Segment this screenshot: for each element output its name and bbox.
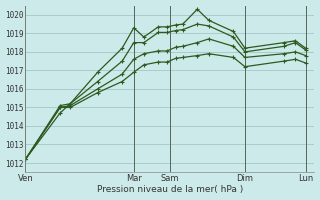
X-axis label: Pression niveau de la mer( hPa ): Pression niveau de la mer( hPa ) bbox=[97, 185, 243, 194]
